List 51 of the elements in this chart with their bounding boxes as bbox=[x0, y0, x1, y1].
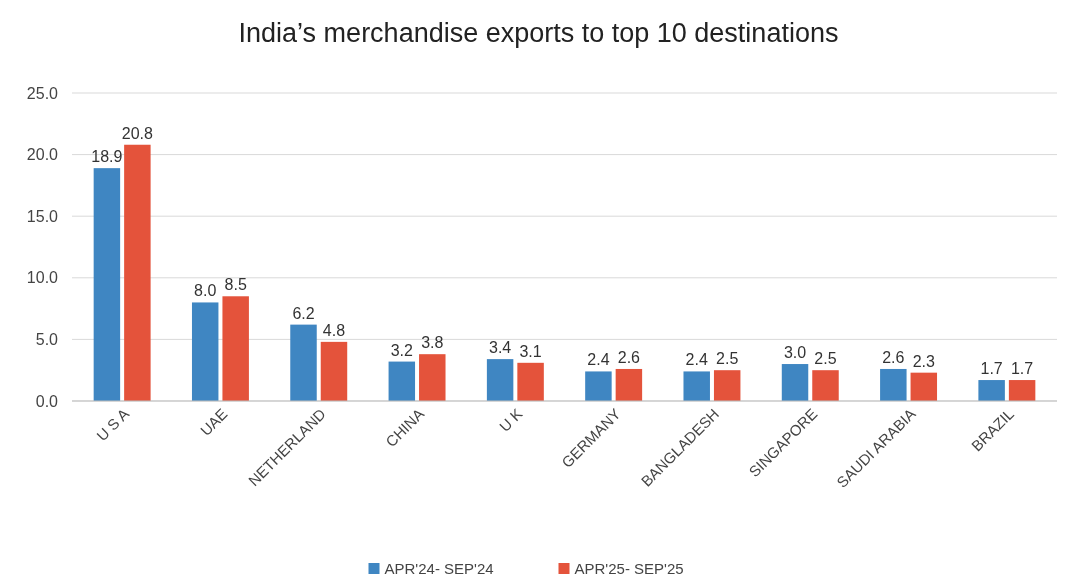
data-label: 6.2 bbox=[292, 304, 315, 322]
data-label: 4.8 bbox=[322, 321, 346, 339]
data-label: 2.5 bbox=[716, 350, 739, 368]
bar bbox=[191, 302, 219, 401]
bar bbox=[517, 362, 544, 401]
bar bbox=[713, 370, 741, 401]
legend-label: APR'24- SEP'24 bbox=[384, 560, 494, 577]
data-label: 2.6 bbox=[617, 348, 641, 366]
data-label: 3.2 bbox=[390, 341, 414, 359]
bar bbox=[812, 370, 839, 401]
bar bbox=[124, 144, 151, 401]
data-label: 2.3 bbox=[912, 352, 936, 370]
bar bbox=[880, 368, 907, 401]
data-label: 2.4 bbox=[587, 351, 610, 369]
bar bbox=[585, 371, 612, 401]
data-label: 3.0 bbox=[783, 344, 807, 362]
bar bbox=[683, 371, 710, 401]
x-tick-label: U S A bbox=[93, 405, 133, 445]
data-label: 3.8 bbox=[421, 334, 444, 352]
bar bbox=[1008, 380, 1036, 401]
y-tick-label: 20.0 bbox=[26, 146, 59, 164]
data-label: 18.9 bbox=[91, 148, 123, 166]
bar bbox=[486, 359, 514, 401]
bar bbox=[978, 380, 1005, 401]
data-label: 1.7 bbox=[1010, 360, 1034, 378]
bar bbox=[910, 372, 938, 401]
data-label: 8.0 bbox=[194, 282, 217, 300]
y-tick-label: 5.0 bbox=[35, 331, 59, 348]
bar bbox=[388, 361, 416, 401]
x-tick-label: U K bbox=[495, 405, 526, 435]
bar bbox=[781, 364, 809, 401]
bar bbox=[419, 354, 446, 401]
data-label: 8.5 bbox=[224, 276, 247, 294]
data-label: 3.4 bbox=[488, 339, 512, 357]
bar bbox=[615, 368, 643, 401]
data-label: 20.8 bbox=[121, 124, 154, 142]
data-label: 2.5 bbox=[814, 350, 837, 368]
bar bbox=[93, 168, 121, 401]
bar bbox=[222, 296, 249, 401]
data-label: 2.6 bbox=[882, 348, 905, 366]
data-label: 2.4 bbox=[685, 351, 708, 369]
data-label: 3.1 bbox=[519, 342, 542, 360]
y-tick-label: 25.0 bbox=[26, 84, 59, 102]
legend-label: APR'25- SEP'25 bbox=[574, 560, 684, 577]
bar bbox=[320, 341, 348, 401]
y-tick-label: 0.0 bbox=[35, 392, 59, 410]
chart-title: India’s merchandise exports to top 10 destinations bbox=[238, 18, 839, 48]
y-tick-label: 15.0 bbox=[26, 207, 59, 225]
bar bbox=[290, 324, 317, 401]
data-label: 1.7 bbox=[980, 360, 1003, 378]
y-tick-label: 10.0 bbox=[26, 269, 59, 287]
